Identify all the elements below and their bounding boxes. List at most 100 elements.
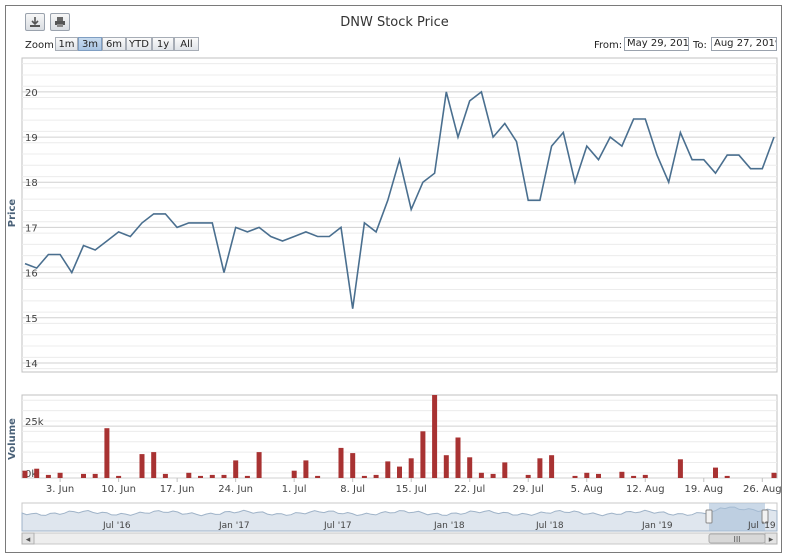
from-date-input[interactable]: May 29, 2019 [624,37,689,51]
volume-bar [151,452,157,478]
volume-bar [584,472,590,478]
volume-bar [139,454,145,478]
from-label: From: [594,40,623,51]
volume-bar [525,474,531,478]
x-tick-label: 15. Jul [396,484,427,495]
volume-bar [22,470,28,478]
volume-tick-label: 0k [25,469,37,480]
volume-bar [572,475,578,478]
zoom-1m-button[interactable]: 1m [55,37,78,51]
export-button[interactable] [25,13,45,31]
navigator-left-handle[interactable] [705,509,713,524]
navigator-date-label: Jan '17 [218,521,250,531]
volume-bars [22,395,777,479]
x-tick-label: 3. Jun [46,484,74,495]
volume-bar [724,475,730,478]
chart-container: DNW Stock Price Zoom 1m 3m 6m YTD 1y All… [5,5,782,553]
zoom-1y-button[interactable]: 1y [152,37,174,51]
volume-bar [57,472,63,478]
volume-bar [116,475,122,478]
volume-bar [596,473,601,478]
volume-bar [198,475,203,478]
price-tick-label: 19 [25,133,38,144]
x-tick-label: 24. Jun [218,484,253,495]
zoom-all-button[interactable]: All [174,37,199,51]
to-date-input[interactable]: Aug 27, 2019 [711,37,777,51]
price-gridlines [21,57,778,373]
navigator[interactable]: Jul '16 Jan '17 Jul '17 Jan '18 Jul '18 Jan '… [21,502,778,532]
volume-gridlines [21,394,778,479]
x-tick-label: 1. Jul [282,484,307,495]
volume-bar [713,467,718,478]
volume-bar [642,474,648,478]
navigator-date-label: Jul '16 [102,521,131,531]
volume-bar [350,453,356,478]
x-tick-label: 12. Aug [626,484,665,495]
volume-bar [490,473,496,478]
volume-bar [385,461,391,478]
price-series-line [24,90,775,309]
scrollbar-left-button[interactable] [21,532,35,545]
x-tick-label: 10. Jun [101,484,136,495]
price-tick-label: 17 [25,223,38,234]
to-label: To: [693,40,707,51]
x-tick-label: 26. Aug [743,484,782,495]
volume-bar [162,473,168,478]
volume-bar [34,468,40,478]
navigator-date-label: Jan '18 [433,521,465,531]
volume-axis-ticks: 0k 25k [25,417,44,480]
volume-bar [502,462,508,478]
x-tick-label: 22. Jul [454,484,485,495]
print-button[interactable] [50,13,70,31]
scroll-left-arrow-icon: ◂ [26,535,31,545]
navigator-date-label: Jul '17 [323,521,352,531]
x-tick-label: 29. Jul [513,484,544,495]
volume-bar [338,447,344,478]
printer-icon [55,17,65,27]
zoom-ytd-button[interactable]: YTD [126,37,152,51]
scrollbar-track [21,532,778,545]
price-tick-label: 14 [25,359,38,370]
volume-axis-title: Volume [7,418,18,460]
price-tick-label: 16 [25,269,38,280]
volume-bar [81,473,86,478]
volume-bar [420,431,426,478]
x-axis-ticks: 3. Jun 10. Jun 17. Jun 24. Jun 1. Jul 8. Jul 1… [46,478,782,495]
volume-bar [209,474,215,478]
download-icon [30,17,40,27]
x-tick-label: 19. Aug [684,484,723,495]
scrollbar-thumb[interactable] [708,533,766,544]
zoom-label: Zoom [25,40,54,51]
price-tick-label: 20 [25,88,38,99]
price-tick-label: 18 [25,178,38,189]
volume-bar [221,474,227,478]
volume-bar [303,460,309,478]
volume-bar [104,428,110,478]
price-axis-ticks: 14 15 16 17 18 19 20 [25,88,38,370]
navigator-date-label: Jul '18 [535,521,564,531]
volume-panel-border [21,394,778,479]
x-tick-label: 8. Jul [340,484,365,495]
volume-bar [186,472,192,478]
volume-bar [315,475,321,478]
volume-bar [537,458,543,478]
volume-bar [45,474,51,478]
volume-bar [373,474,379,478]
volume-bar [549,455,555,478]
volume-bar [467,457,473,479]
volume-bar [619,471,625,478]
navigator-right-handle[interactable] [761,509,769,524]
x-tick-label: 17. Jun [160,484,195,495]
navigator-selection [709,503,765,531]
volume-bar [397,466,402,478]
volume-bar [233,460,239,478]
volume-bar [455,437,461,478]
scrollbar-grip: III [733,535,740,544]
volume-bar [443,455,449,478]
scrollbar[interactable]: ◂ ▸ III [21,532,778,545]
volume-bar [361,475,367,478]
zoom-6m-button[interactable]: 6m [102,37,126,51]
zoom-3m-button[interactable]: 3m [78,37,102,51]
stock-chart-svg: 14 15 16 17 18 19 20 Price 0k 25k Volume 3. Jun… [7,57,782,545]
volume-bar [256,452,262,478]
